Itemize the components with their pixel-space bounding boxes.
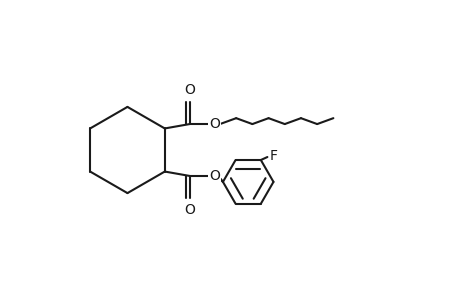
Text: F: F — [269, 148, 277, 163]
Text: O: O — [184, 202, 195, 217]
Text: O: O — [208, 117, 219, 131]
Text: O: O — [184, 83, 195, 98]
Text: O: O — [208, 169, 219, 183]
